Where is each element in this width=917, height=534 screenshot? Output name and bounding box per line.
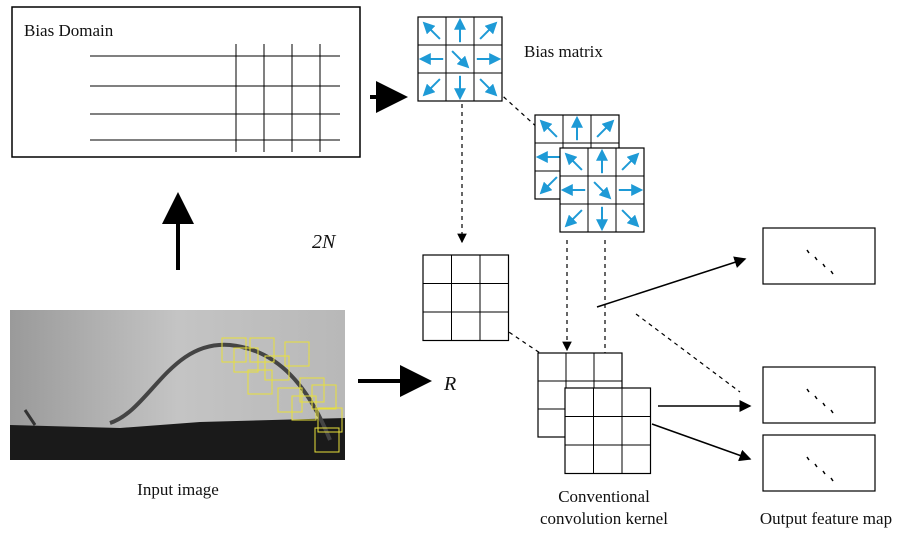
sampling-label: R bbox=[443, 373, 456, 395]
output-label: Output feature map bbox=[760, 509, 892, 528]
bias-matrix-label: Bias matrix bbox=[524, 42, 603, 61]
output-map bbox=[763, 367, 875, 423]
input-image bbox=[10, 310, 345, 460]
kernel-label: Conventional bbox=[558, 487, 650, 506]
bias-domain-title: Bias Domain bbox=[24, 21, 114, 40]
grid-cell-bg bbox=[565, 388, 651, 474]
input-image-label: Input image bbox=[137, 480, 219, 499]
kernel-label: convolution kernel bbox=[540, 509, 668, 528]
diagram: Bias Domain Bias matrix 2N R Input image… bbox=[0, 0, 917, 534]
output-map bbox=[763, 435, 875, 491]
output-map bbox=[763, 228, 875, 284]
grid-cell-bg bbox=[423, 255, 509, 341]
offset-label: 2N bbox=[312, 231, 337, 253]
